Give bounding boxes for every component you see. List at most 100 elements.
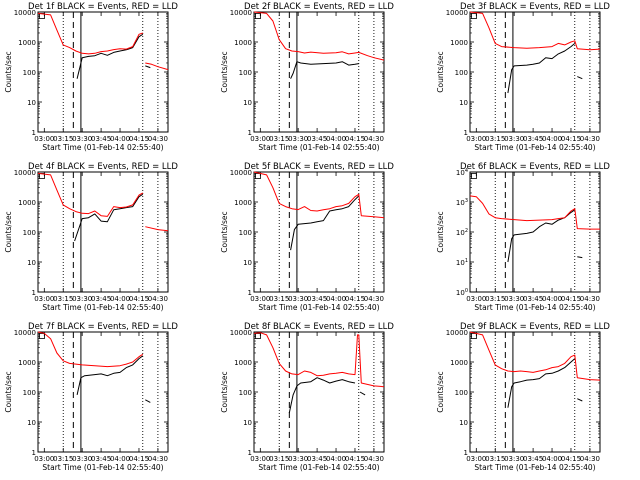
x-axis-label: Start Time (01-Feb-14 02:55:40): [474, 303, 595, 312]
x-tick-label: 03:45: [523, 135, 543, 143]
events-series-line: [76, 33, 144, 79]
x-tick-label: 03:00: [34, 455, 54, 463]
lld-series-line: [253, 332, 385, 388]
x-tick-label: 03:30: [72, 455, 92, 463]
events-series-line: [76, 355, 144, 396]
panel-7: Det 7f BLACK = Events, RED = LLD 1 10 100 10…: [4, 322, 178, 472]
panel-3: Det 3f BLACK = Events, RED = LLD 1 10 100 10…: [436, 2, 610, 152]
lld-series-line: [469, 195, 600, 230]
panel-5: Det 5f BLACK = Events, RED = LLD 1 10 100 10…: [220, 162, 394, 312]
x-tick-label: 04:15: [345, 135, 365, 143]
y-tick-label: 100: [23, 69, 36, 77]
x-tick-label: 04:00: [326, 135, 346, 143]
y-tick-label: 101: [456, 258, 468, 267]
y-tick-label: 100: [456, 288, 468, 297]
y-axis-label: Counts/sec: [436, 51, 445, 92]
x-tick-label: 04:30: [148, 455, 168, 463]
y-tick-label: 10: [27, 259, 36, 267]
x-tick-label: 03:15: [485, 135, 505, 143]
x-tick-label: 04:30: [580, 135, 600, 143]
y-tick-label: 1: [32, 129, 36, 137]
x-tick-label: 03:15: [269, 295, 289, 303]
y-tick-label: 10000: [230, 169, 252, 177]
panel-title: Det 3f BLACK = Events, RED = LLD: [460, 2, 610, 12]
x-tick-label: 04:30: [148, 295, 168, 303]
plot-frame: [469, 171, 601, 293]
y-tick-label: 10: [27, 99, 36, 107]
x-tick-label: 04:15: [561, 455, 581, 463]
y-tick-label: 103: [456, 198, 468, 207]
events-series-tail-line: [577, 256, 583, 259]
y-tick-label: 1000: [234, 39, 252, 47]
x-tick-label: 03:30: [504, 455, 524, 463]
y-axis-label: Counts/sec: [4, 371, 13, 412]
y-tick-label: 1: [248, 449, 252, 457]
y-axis-label: Counts/sec: [436, 371, 445, 412]
y-tick-label: 100: [239, 229, 252, 237]
y-axis-label: Counts/sec: [436, 211, 445, 252]
x-tick-label: 03:30: [288, 295, 308, 303]
x-tick-label: 04:00: [542, 295, 562, 303]
y-tick-label: 10000: [14, 9, 36, 17]
events-series-tail-line: [145, 65, 151, 69]
x-tick-label: 03:00: [34, 135, 54, 143]
x-tick-label: 03:30: [504, 135, 524, 143]
lld-series-line: [37, 172, 144, 217]
lld-series-line: [253, 11, 385, 61]
y-tick-label: 100: [455, 389, 468, 397]
y-tick-label: 1: [464, 449, 468, 457]
x-tick-label: 03:15: [53, 455, 73, 463]
legend-box: [471, 13, 477, 19]
x-tick-label: 04:00: [542, 455, 562, 463]
plot-frame: [469, 331, 601, 453]
y-tick-label: 1000: [18, 199, 36, 207]
panel-6: Det 6f BLACK = Events, RED = LLD 100 101 10…: [436, 162, 610, 312]
x-tick-label: 04:30: [580, 295, 600, 303]
panel-2: Det 2f BLACK = Events, RED = LLD 1 10 100 10…: [220, 2, 394, 152]
panel-title: Det 4f BLACK = Events, RED = LLD: [28, 162, 178, 172]
y-tick-label: 102: [456, 228, 468, 237]
panel-1: Det 1f BLACK = Events, RED = LLD 1 10 100 10…: [4, 2, 178, 152]
lld-series-line: [37, 12, 143, 55]
x-tick-label: 04:15: [345, 295, 365, 303]
x-tick-label: 03:30: [288, 455, 308, 463]
x-tick-label: 04:30: [580, 455, 600, 463]
x-axis-label: Start Time (01-Feb-14 02:55:40): [42, 463, 163, 472]
y-tick-label: 100: [239, 69, 252, 77]
x-tick-label: 04:00: [110, 135, 130, 143]
y-tick-label: 100: [239, 389, 252, 397]
x-tick-label: 03:00: [250, 455, 270, 463]
y-tick-label: 1000: [234, 359, 252, 367]
legend-box: [39, 333, 45, 339]
y-tick-label: 10000: [230, 9, 252, 17]
x-tick-label: 04:00: [326, 295, 346, 303]
x-tick-label: 03:00: [250, 135, 270, 143]
y-tick-label: 10: [243, 259, 252, 267]
events-series-line: [74, 193, 144, 242]
legend-box: [471, 333, 477, 339]
x-tick-label: 03:45: [307, 295, 327, 303]
events-series-tail-line: [145, 399, 151, 403]
x-axis-label: Start Time (01-Feb-14 02:55:40): [474, 143, 595, 152]
x-tick-label: 03:45: [91, 135, 111, 143]
x-tick-label: 03:00: [466, 135, 486, 143]
x-tick-label: 03:45: [307, 455, 327, 463]
x-axis-label: Start Time (01-Feb-14 02:55:40): [258, 303, 379, 312]
x-tick-label: 04:00: [110, 455, 130, 463]
x-tick-label: 03:30: [504, 295, 524, 303]
y-tick-label: 10: [27, 419, 36, 427]
x-tick-label: 04:30: [364, 455, 384, 463]
y-tick-label: 1: [248, 129, 252, 137]
y-tick-label: 10000: [14, 329, 36, 337]
x-tick-label: 04:00: [542, 135, 562, 143]
plot-frame: [253, 11, 385, 133]
x-tick-label: 04:15: [129, 135, 149, 143]
y-tick-label: 10000: [446, 9, 468, 17]
lld-series-line: [469, 331, 601, 381]
panel-title: Det 7f BLACK = Events, RED = LLD: [28, 322, 178, 332]
y-tick-label: 10000: [446, 329, 468, 337]
events-series-tail-line: [577, 398, 583, 402]
lld-series-tail-line: [145, 226, 169, 232]
legend-box: [255, 333, 261, 339]
